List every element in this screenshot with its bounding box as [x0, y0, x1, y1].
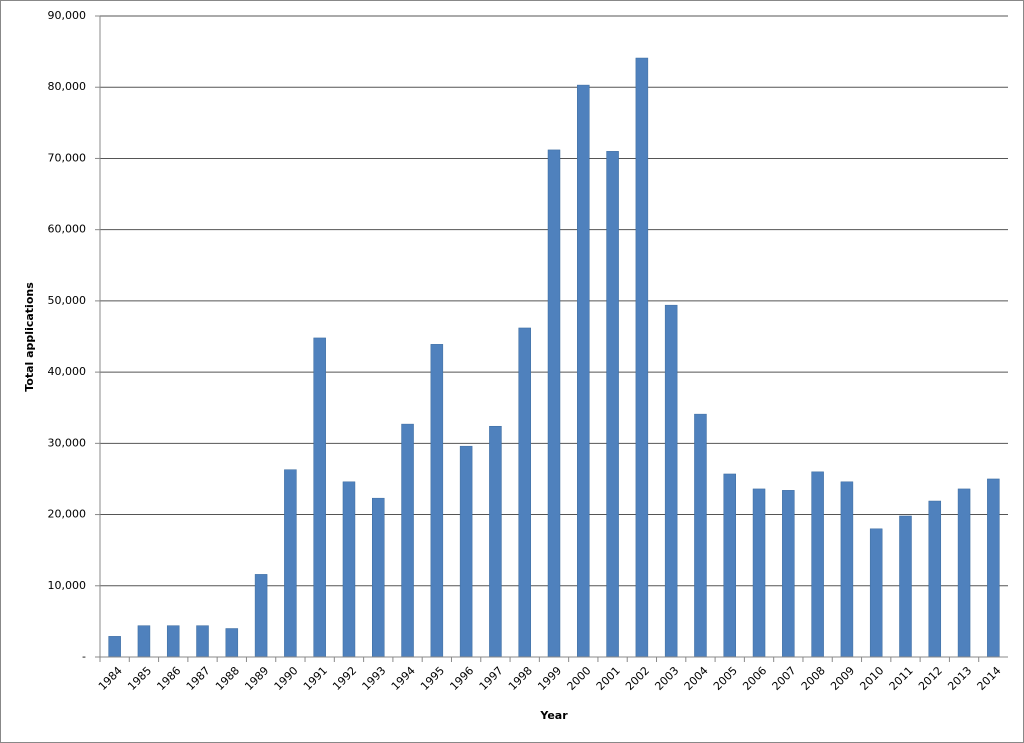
y-tick-label: 10,000	[48, 579, 87, 592]
bar	[108, 636, 121, 658]
bar	[752, 488, 766, 658]
bar	[166, 625, 180, 658]
y-tick-label: 20,000	[48, 508, 87, 521]
y-tick-label: 30,000	[48, 436, 87, 449]
y-tick-label: 50,000	[48, 294, 87, 307]
bar	[430, 344, 444, 658]
bar	[606, 151, 619, 658]
bar	[225, 628, 239, 658]
bar	[723, 473, 736, 658]
bar	[284, 469, 297, 658]
bar	[811, 471, 824, 658]
bar	[547, 149, 561, 658]
bar	[840, 481, 854, 658]
bar	[869, 528, 883, 658]
bar	[518, 327, 531, 658]
bar	[782, 490, 795, 658]
bar	[372, 497, 385, 658]
bar	[401, 423, 414, 658]
bar	[664, 304, 678, 658]
bar	[987, 478, 1000, 658]
x-axis-title: Year	[539, 709, 568, 722]
y-tick-label: 80,000	[48, 80, 87, 93]
bar	[137, 625, 151, 658]
y-tick-label: 70,000	[48, 151, 87, 164]
bar	[342, 481, 356, 658]
bar	[313, 337, 326, 658]
y-tick-label: 40,000	[48, 365, 87, 378]
bar	[635, 57, 649, 658]
bar	[254, 574, 268, 658]
bar	[694, 413, 707, 658]
y-tick-label: 90,000	[48, 9, 87, 22]
bar	[957, 488, 971, 658]
bar	[489, 425, 502, 658]
bar	[928, 500, 942, 658]
y-axis-title: Total applications	[23, 282, 36, 392]
y-tick-label: 60,000	[48, 223, 87, 236]
y-tick-label: -	[82, 650, 86, 663]
bar	[459, 445, 473, 658]
bar	[196, 625, 209, 658]
bar	[577, 84, 590, 658]
bar	[899, 515, 912, 658]
